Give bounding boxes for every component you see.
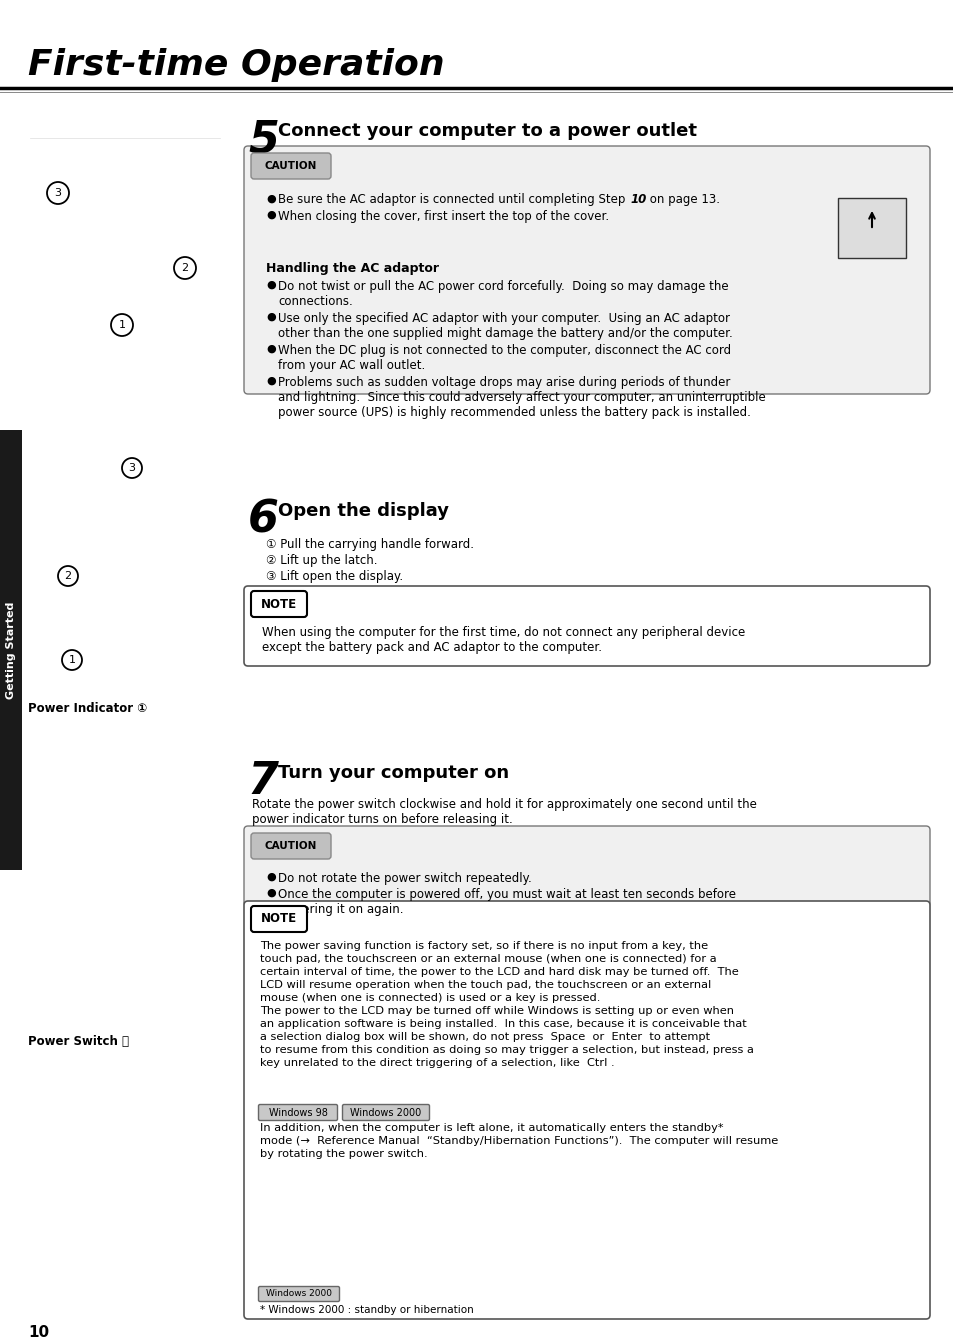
Text: 6: 6 xyxy=(248,498,278,540)
FancyBboxPatch shape xyxy=(342,1105,429,1121)
Text: NOTE: NOTE xyxy=(261,912,296,925)
Text: 3: 3 xyxy=(54,188,61,198)
Text: * Windows 2000 : standby or hibernation: * Windows 2000 : standby or hibernation xyxy=(260,1305,474,1316)
Circle shape xyxy=(47,182,69,204)
Text: Problems such as sudden voltage drops may arise during periods of thunder
and li: Problems such as sudden voltage drops ma… xyxy=(277,375,765,418)
Text: ●: ● xyxy=(266,375,275,386)
FancyBboxPatch shape xyxy=(0,430,22,870)
Text: 7: 7 xyxy=(248,760,278,803)
Text: Rotate the power switch clockwise and hold it for approximately one second until: Rotate the power switch clockwise and ho… xyxy=(252,798,756,826)
Text: Be sure the AC adaptor is connected until completing Step: Be sure the AC adaptor is connected unti… xyxy=(277,193,628,207)
Text: ●: ● xyxy=(266,280,275,290)
Text: ① Pull the carrying handle forward.: ① Pull the carrying handle forward. xyxy=(266,538,474,551)
Text: Use only the specified AC adaptor with your computer.  Using an AC adaptor
other: Use only the specified AC adaptor with y… xyxy=(277,312,732,341)
Text: Windows 98: Windows 98 xyxy=(269,1108,327,1117)
FancyBboxPatch shape xyxy=(244,586,929,666)
Text: 10: 10 xyxy=(630,193,646,207)
Text: The power saving function is factory set, so if there is no input from a key, th: The power saving function is factory set… xyxy=(260,941,753,1069)
Text: Turn your computer on: Turn your computer on xyxy=(277,764,509,782)
Text: In addition, when the computer is left alone, it automatically enters the standb: In addition, when the computer is left a… xyxy=(260,1122,778,1159)
Text: Handling the AC adaptor: Handling the AC adaptor xyxy=(266,261,438,275)
Text: Power Indicator ①: Power Indicator ① xyxy=(28,701,147,715)
Text: Open the display: Open the display xyxy=(277,502,449,520)
FancyBboxPatch shape xyxy=(251,153,331,178)
FancyBboxPatch shape xyxy=(244,146,929,394)
FancyBboxPatch shape xyxy=(244,901,929,1320)
Text: ●: ● xyxy=(266,194,275,204)
Text: Windows 2000: Windows 2000 xyxy=(266,1290,332,1298)
Text: ② Lift up the latch.: ② Lift up the latch. xyxy=(266,554,377,567)
FancyBboxPatch shape xyxy=(251,833,331,860)
Text: ③ Lift open the display.: ③ Lift open the display. xyxy=(266,570,403,583)
FancyBboxPatch shape xyxy=(244,826,929,907)
Bar xyxy=(837,198,905,257)
Text: on page 13.: on page 13. xyxy=(645,193,720,207)
Text: CAUTION: CAUTION xyxy=(265,841,316,852)
FancyBboxPatch shape xyxy=(258,1105,337,1121)
Circle shape xyxy=(173,257,195,279)
Text: Windows 2000: Windows 2000 xyxy=(350,1108,421,1117)
Circle shape xyxy=(62,650,82,670)
Text: ●: ● xyxy=(266,872,275,882)
Circle shape xyxy=(111,314,132,337)
Text: 10: 10 xyxy=(28,1325,49,1340)
Text: ●: ● xyxy=(266,345,275,354)
Text: ●: ● xyxy=(266,312,275,322)
Text: Once the computer is powered off, you must wait at least ten seconds before
powe: Once the computer is powered off, you mu… xyxy=(277,888,735,916)
FancyBboxPatch shape xyxy=(251,907,307,932)
Text: Do not rotate the power switch repeatedly.: Do not rotate the power switch repeatedl… xyxy=(277,872,531,885)
Text: 1: 1 xyxy=(118,320,126,330)
Text: 2: 2 xyxy=(65,571,71,581)
Text: Power Switch ⏻: Power Switch ⏻ xyxy=(28,1035,129,1049)
Text: Do not twist or pull the AC power cord forcefully.  Doing so may damage the
conn: Do not twist or pull the AC power cord f… xyxy=(277,280,728,308)
Text: Connect your computer to a power outlet: Connect your computer to a power outlet xyxy=(277,122,697,139)
Text: When the DC plug is not connected to the computer, disconnect the AC cord
from y: When the DC plug is not connected to the… xyxy=(277,345,730,371)
Text: ●: ● xyxy=(266,211,275,220)
FancyBboxPatch shape xyxy=(258,1286,339,1302)
Circle shape xyxy=(58,566,78,586)
Text: Getting Started: Getting Started xyxy=(6,601,16,699)
Text: When using the computer for the first time, do not connect any peripheral device: When using the computer for the first ti… xyxy=(262,626,744,654)
Text: NOTE: NOTE xyxy=(261,598,296,610)
Circle shape xyxy=(122,459,142,477)
FancyBboxPatch shape xyxy=(251,591,307,617)
Text: ●: ● xyxy=(266,888,275,898)
Text: 3: 3 xyxy=(129,463,135,473)
Text: First-time Operation: First-time Operation xyxy=(28,48,444,82)
Text: 5: 5 xyxy=(248,118,278,161)
Text: When closing the cover, first insert the top of the cover.: When closing the cover, first insert the… xyxy=(277,211,608,223)
Text: 1: 1 xyxy=(69,654,75,665)
Text: 2: 2 xyxy=(181,263,189,274)
Text: CAUTION: CAUTION xyxy=(265,161,316,172)
